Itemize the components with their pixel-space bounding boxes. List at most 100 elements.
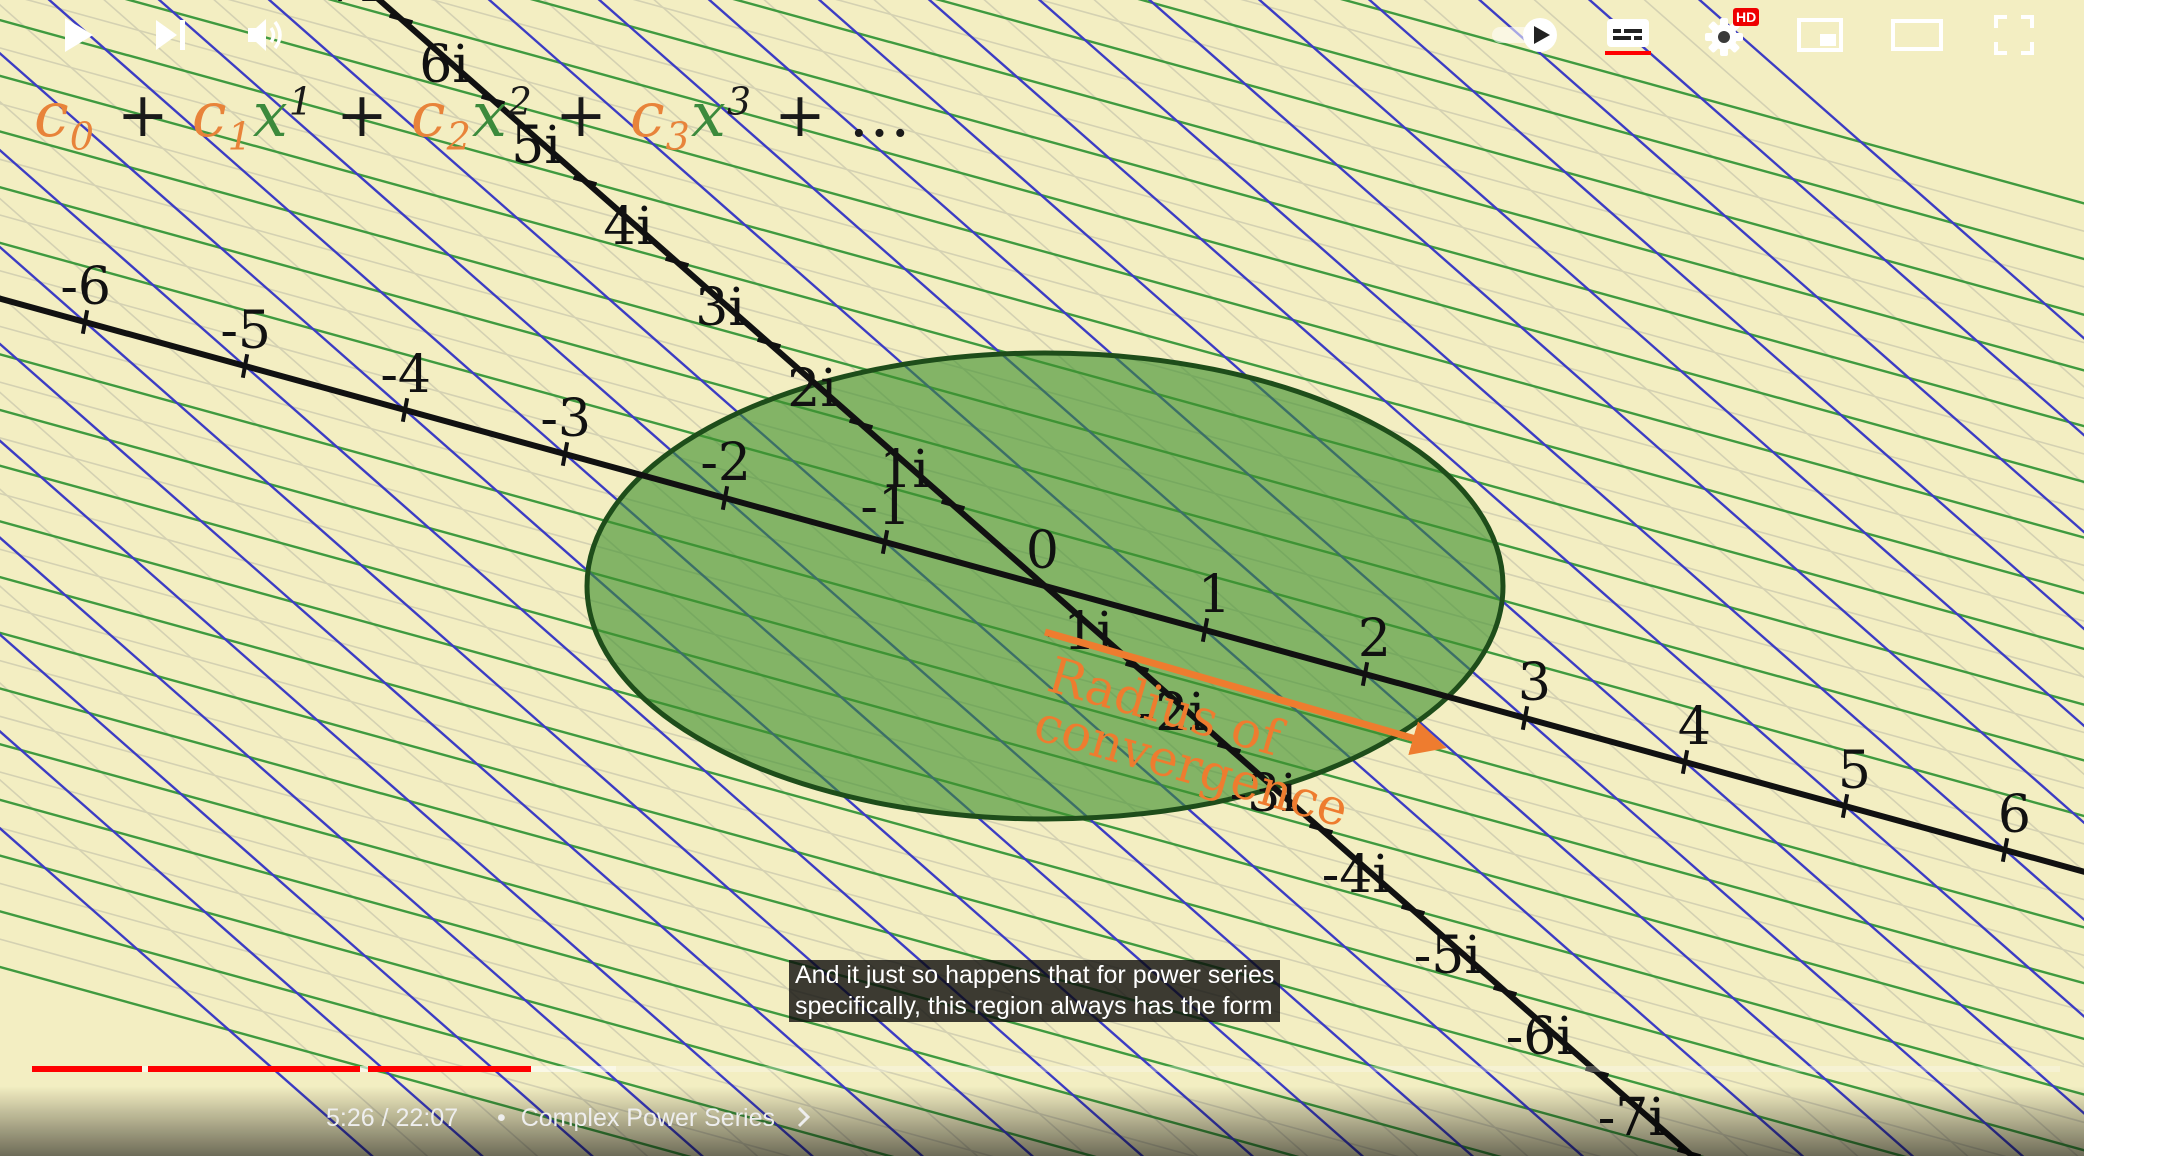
formula-coefficient: c3: [629, 78, 691, 159]
imaginary-axis-label: -6i: [1506, 1007, 1573, 1067]
progress-track: [32, 1066, 2060, 1072]
axis-tick: [80, 309, 90, 335]
axis-tick: [880, 529, 890, 555]
formula-variable: x2: [471, 78, 533, 151]
progress-played-segment: [148, 1066, 360, 1072]
real-axis-label: -5: [220, 301, 271, 361]
chapter-title: Complex Power Series: [520, 1104, 775, 1132]
chapter-bullet: •: [497, 1104, 506, 1132]
axis-tick: [240, 353, 250, 379]
imaginary-axis-label: 4i: [603, 197, 653, 257]
real-axis-label: 0: [1026, 521, 1059, 581]
caption-line-2: specifically, this region always has the…: [795, 992, 1273, 1020]
imaginary-axis-label: 1i: [879, 440, 929, 500]
power-series-formula: c0 + c1x1 + c2x2 + c3x3 +...: [34, 78, 911, 158]
axis-labels: -6-5-4-3-2-10123456-7i-6i-5i-4i-3i-2i-1i…: [60, 0, 2031, 1148]
formula-variable: x1: [252, 78, 314, 151]
formula-plus: +: [335, 78, 389, 151]
radius-arrow: [1044, 628, 1447, 756]
imaginary-axis-label: 2i: [787, 359, 837, 419]
real-axis-label: -3: [540, 389, 591, 449]
time-display: 5:26 / 22:07: [326, 1104, 458, 1133]
caption-line-1: And it just so happens that for power se…: [795, 961, 1275, 989]
autoplay-toggle[interactable]: [1488, 0, 1562, 70]
imaginary-axis-label: 6i: [419, 35, 469, 95]
skip-next-icon: [156, 20, 185, 50]
axis-tick: [720, 485, 730, 511]
video-player[interactable]: -6-5-4-3-2-10123456-7i-6i-5i-4i-3i-2i-1i…: [0, 0, 2084, 1156]
mute-button[interactable]: [238, 0, 296, 70]
axis-tick: [1680, 749, 1690, 775]
volume-icon: [248, 19, 282, 51]
real-axis-label: 6: [1998, 785, 2031, 845]
axis-tick: [940, 499, 966, 511]
imaginary-axis-label: 5i: [511, 116, 561, 176]
player-controls: [0, 1086, 2084, 1156]
real-axis-label: 1: [1198, 565, 1231, 625]
axis-tick: [756, 337, 782, 349]
real-axis-label: 3: [1518, 653, 1551, 713]
real-axis-label: -4: [380, 345, 431, 405]
imaginary-axis-label: -5i: [1414, 926, 1481, 986]
axis-tick: [1400, 904, 1426, 916]
axis-tick: [400, 397, 410, 423]
formula-plus: +: [774, 78, 827, 151]
formula-coefficient: c1: [191, 78, 253, 159]
play-button[interactable]: [52, 0, 106, 70]
video-frame: -6-5-4-3-2-10123456-7i-6i-5i-4i-3i-2i-1i…: [0, 0, 2084, 1156]
formula-ellipsis: ...: [848, 78, 912, 151]
axis-tick: [572, 175, 598, 187]
theater-icon: [1891, 19, 1943, 51]
duration: 22:07: [395, 1104, 459, 1132]
imaginary-axis-label: -3i: [1230, 764, 1297, 824]
progress-played-segment: [32, 1066, 142, 1072]
axis-tick: [480, 94, 506, 106]
axis-tick: [1308, 823, 1334, 835]
next-button[interactable]: [146, 0, 196, 70]
subtitles-button[interactable]: [1600, 0, 1656, 70]
fullscreen-icon: [1994, 15, 2034, 55]
chapter-button[interactable]: • Complex Power Series: [497, 1104, 814, 1133]
axis-tick: [2000, 837, 2010, 863]
real-axis-label: -1: [860, 477, 911, 537]
formula-coefficient: c0: [34, 78, 95, 159]
imaginary-axis: [374, 0, 1697, 1156]
chevron-right-icon: [797, 1106, 811, 1128]
formula-plus: +: [554, 78, 608, 151]
imaginary-axis-label: 3i: [695, 278, 745, 338]
real-axis-label: -6: [60, 257, 111, 317]
play-icon: [65, 18, 93, 52]
axis-tick: [1124, 661, 1150, 673]
subtitles-icon: [1605, 19, 1651, 55]
imaginary-axis-label: 7i: [327, 0, 377, 14]
axis-tick: [1200, 617, 1210, 643]
settings-button[interactable]: HD: [1696, 0, 1760, 70]
progress-bar[interactable]: [32, 1066, 2060, 1072]
miniplayer-icon: [1797, 18, 1843, 52]
gear-icon: [1705, 18, 1743, 56]
formula-plus: +: [116, 78, 170, 151]
axis-tick: [1360, 661, 1370, 687]
axis-tick: [1584, 1066, 1610, 1078]
real-axis-label: 5: [1838, 741, 1871, 801]
progress-played-segment: [368, 1066, 531, 1072]
miniplayer-button[interactable]: [1792, 0, 1848, 70]
imaginary-axis-label: -4i: [1322, 845, 1389, 905]
axis-tick: [388, 13, 414, 25]
real-axis-label: 4: [1678, 697, 1711, 757]
axis-tick: [1492, 985, 1518, 997]
real-axis-label: 2: [1358, 609, 1391, 669]
axis-tick: [1520, 705, 1530, 731]
autoplay-icon: [1492, 18, 1557, 52]
axis-tick: [664, 256, 690, 268]
real-axis-label: -2: [700, 433, 751, 493]
theater-mode-button[interactable]: [1886, 0, 1948, 70]
time-separator: /: [381, 1104, 389, 1132]
axis-tick: [848, 418, 874, 430]
page-margin: [2084, 0, 2162, 1156]
formula-coefficient: c2: [410, 78, 472, 159]
axis-tick: [1216, 742, 1242, 754]
hd-badge: HD: [1733, 8, 1760, 26]
fullscreen-button[interactable]: [1986, 0, 2042, 70]
imaginary-axis-label: -2i: [1138, 683, 1205, 743]
